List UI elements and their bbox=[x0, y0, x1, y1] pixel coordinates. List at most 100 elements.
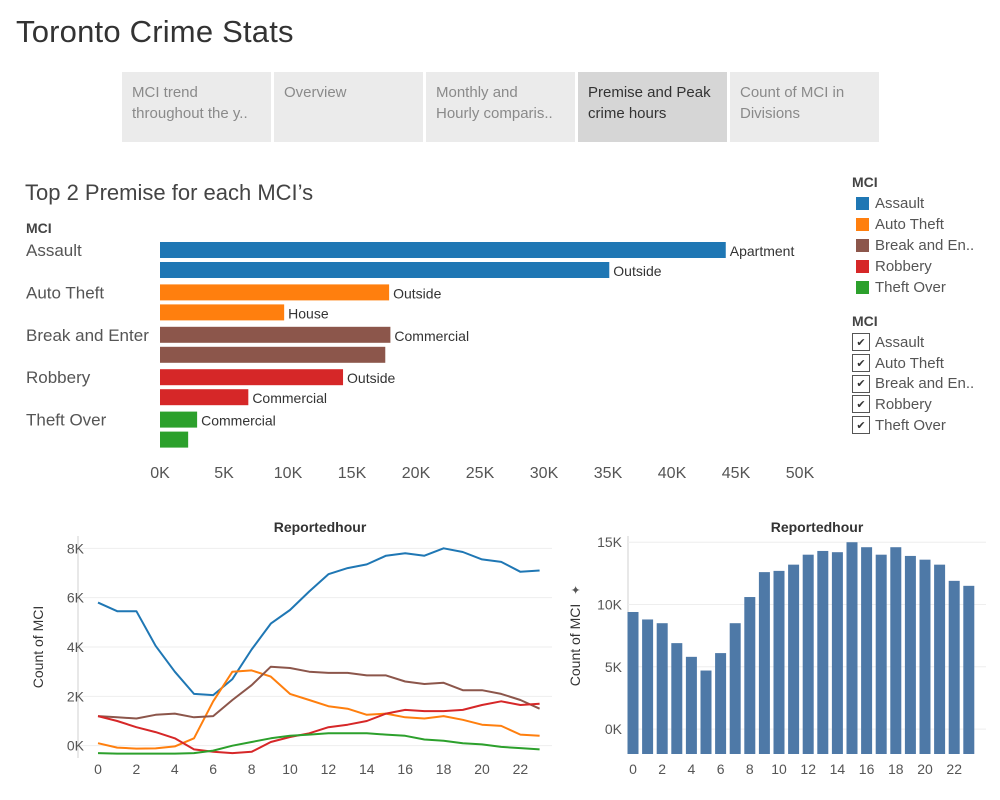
check-icon[interactable]: ✔ bbox=[852, 333, 870, 352]
dashboard-tabs: MCI trend throughout the y.. Overview Mo… bbox=[122, 72, 879, 142]
tab-mci-trend[interactable]: MCI trend throughout the y.. bbox=[122, 72, 271, 142]
mci-filter-title: MCI bbox=[852, 313, 878, 329]
filter-label: Theft Over bbox=[875, 416, 946, 434]
check-icon[interactable]: ✔ bbox=[852, 374, 870, 393]
legend-label: Robbery bbox=[875, 258, 932, 275]
x-tick-label: 35K bbox=[594, 465, 623, 482]
legend-label: Break and En.. bbox=[875, 237, 975, 254]
legend-label: Auto Theft bbox=[875, 216, 944, 233]
legend-item-assault[interactable]: Assault bbox=[852, 193, 992, 214]
y-tick-label: 10K bbox=[597, 597, 623, 613]
premise-chart-title: Top 2 Premise for each MCI’s bbox=[25, 180, 314, 205]
column-bar-22 bbox=[948, 580, 960, 754]
bar-theft-over-1 bbox=[160, 411, 198, 428]
hourly-column-chart-svg: Reportedhour 0K 5K 10K 15K Count of MCI ✦ 0 2 4 6 8… bbox=[567, 519, 986, 777]
x-tick-label: 2 bbox=[658, 761, 666, 777]
column-bar-2 bbox=[656, 623, 668, 754]
column-bar-18 bbox=[890, 547, 902, 754]
column-bar-19 bbox=[904, 555, 916, 754]
check-icon[interactable]: ✔ bbox=[852, 416, 870, 435]
bar-assault-1 bbox=[160, 242, 726, 258]
tab-count-divisions[interactable]: Count of MCI in Divisions bbox=[730, 72, 879, 142]
legend-item-theft-over[interactable]: Theft Over bbox=[852, 277, 992, 298]
y-tick-label: 0K bbox=[605, 721, 623, 737]
series-line-theft-over bbox=[97, 732, 540, 755]
x-tick-label: 12 bbox=[800, 761, 816, 777]
check-icon[interactable]: ✔ bbox=[852, 354, 870, 373]
tab-premise-peak-hours[interactable]: Premise and Peak crime hours bbox=[578, 72, 727, 142]
x-tick-label: 25K bbox=[466, 465, 495, 482]
column-chart-title: Reportedhour bbox=[771, 519, 864, 535]
column-bar-1 bbox=[642, 619, 654, 754]
row-header: MCI bbox=[26, 220, 52, 236]
legend-label: Theft Over bbox=[875, 279, 946, 296]
bar-label: Outside bbox=[347, 370, 395, 386]
column-bar-20 bbox=[919, 559, 931, 754]
app-title: Toronto Crime Stats bbox=[16, 14, 294, 49]
x-tick-label: 18 bbox=[436, 761, 452, 777]
tab-monthly-hourly[interactable]: Monthly and Hourly comparis.. bbox=[426, 72, 575, 142]
filter-label: Auto Theft bbox=[875, 354, 944, 372]
filter-item-theft-over[interactable]: ✔ Theft Over bbox=[852, 415, 992, 436]
x-tick-label: 15K bbox=[338, 465, 367, 482]
y-tick-label: 0K bbox=[67, 738, 85, 754]
tab-overview[interactable]: Overview bbox=[274, 72, 423, 142]
bar-label: Commercial bbox=[252, 390, 327, 406]
check-icon[interactable]: ✔ bbox=[852, 395, 870, 414]
bar-label: Commercial bbox=[201, 413, 276, 429]
filter-label: Break and En.. bbox=[875, 375, 975, 393]
column-bar-13 bbox=[817, 550, 829, 754]
x-tick-label: 16 bbox=[859, 761, 875, 777]
x-tick-label: 20 bbox=[917, 761, 933, 777]
x-tick-label: 10 bbox=[771, 761, 787, 777]
y-tick-label: 6K bbox=[67, 590, 85, 606]
bar-theft-over-2 bbox=[160, 431, 189, 448]
legend-item-break-and-enter[interactable]: Break and En.. bbox=[852, 235, 992, 256]
x-tick-label: 12 bbox=[321, 761, 337, 777]
x-tick-label: 14 bbox=[830, 761, 846, 777]
pin-icon: ✦ bbox=[569, 585, 583, 595]
x-tick-label: 5K bbox=[214, 465, 234, 482]
x-tick-label: 16 bbox=[397, 761, 413, 777]
category-label-robbery: Robbery bbox=[26, 368, 91, 387]
x-tick-label: 20K bbox=[402, 465, 431, 482]
legend-item-robbery[interactable]: Robbery bbox=[852, 256, 992, 277]
series-line-assault bbox=[97, 547, 540, 697]
bar-auto-theft-1 bbox=[160, 284, 390, 301]
filter-item-break-and-enter[interactable]: ✔ Break and En.. bbox=[852, 373, 992, 394]
column-bar-6 bbox=[715, 653, 727, 754]
x-tick-label: 0 bbox=[629, 761, 637, 777]
x-tick-label: 45K bbox=[722, 465, 751, 482]
column-bar-21 bbox=[934, 564, 946, 754]
column-bar-10 bbox=[773, 570, 785, 754]
x-tick-label: 0K bbox=[150, 465, 170, 482]
x-tick-label: 22 bbox=[513, 761, 529, 777]
column-bar-4 bbox=[685, 656, 697, 754]
column-bar-14 bbox=[831, 552, 843, 754]
filter-item-robbery[interactable]: ✔ Robbery bbox=[852, 394, 992, 415]
legend-swatch bbox=[856, 281, 869, 294]
series-line-robbery bbox=[97, 700, 540, 755]
x-tick-label: 0 bbox=[94, 761, 102, 777]
x-tick-label: 22 bbox=[946, 761, 962, 777]
y-tick-label: 4K bbox=[67, 639, 85, 655]
x-tick-label: 50K bbox=[786, 465, 815, 482]
column-bar-0 bbox=[627, 611, 639, 754]
hourly-line-chart-svg: Reportedhour 0K 2K 4K 6K 8K Count of MCI 0 2 4 6 8 1… bbox=[30, 519, 552, 777]
legend-swatch bbox=[856, 197, 869, 210]
y-tick-label: 8K bbox=[67, 540, 85, 556]
category-label-assault: Assault bbox=[26, 241, 82, 260]
filter-item-assault[interactable]: ✔ Assault bbox=[852, 332, 992, 353]
filter-item-auto-theft[interactable]: ✔ Auto Theft bbox=[852, 353, 992, 374]
y-tick-label: 15K bbox=[597, 534, 623, 550]
x-tick-label: 2 bbox=[133, 761, 141, 777]
y-tick-label: 5K bbox=[605, 659, 623, 675]
premise-bar-chart: MCI Assault Apartment Outside Auto Theft Outs… bbox=[20, 212, 840, 482]
legend-item-auto-theft[interactable]: Auto Theft bbox=[852, 214, 992, 235]
x-tick-label: 6 bbox=[209, 761, 217, 777]
legend-swatch bbox=[856, 218, 869, 231]
column-bar-7 bbox=[729, 623, 741, 754]
x-tick-label: 4 bbox=[171, 761, 179, 777]
y-tick-label: 2K bbox=[67, 688, 85, 704]
column-bar-5 bbox=[700, 670, 712, 754]
